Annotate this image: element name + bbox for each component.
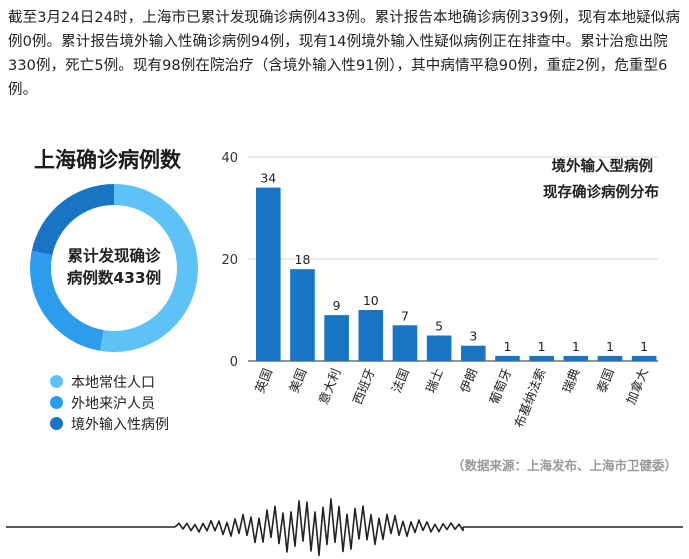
bar-value-label: 9 bbox=[333, 298, 341, 313]
bar bbox=[597, 355, 623, 361]
bar-value-label: 1 bbox=[606, 339, 614, 354]
bar bbox=[529, 355, 554, 361]
legend-label-local: 本地常住人口 bbox=[71, 374, 155, 391]
summary-paragraph: 截至3月24日24时，上海市已累计发现确诊病例433例。累计报告本地确诊病例33… bbox=[8, 10, 680, 98]
bar-chart-title-line1: 境外输入型病例 bbox=[552, 157, 654, 175]
x-tick-label: 布基纳法索 bbox=[511, 366, 548, 430]
donut-legend: 本地常住人口 外地来沪人员 境外输入性病例 bbox=[50, 371, 169, 434]
bar-value-label: 1 bbox=[503, 339, 511, 354]
bar bbox=[324, 315, 349, 361]
donut-chart-title: 上海确诊病例数 bbox=[34, 148, 181, 172]
bar bbox=[256, 187, 281, 361]
bar-value-label: 3 bbox=[469, 329, 477, 344]
legend-swatch-imported bbox=[50, 417, 63, 430]
bar bbox=[495, 355, 520, 361]
legend-label-imported: 境外输入性病例 bbox=[71, 416, 169, 433]
donut-chart bbox=[30, 184, 199, 352]
donut-slice-local bbox=[100, 184, 199, 352]
x-tick-label: 瑞典 bbox=[559, 366, 582, 395]
bar bbox=[290, 269, 315, 361]
legend-label-nonlocal: 外地来沪人员 bbox=[71, 395, 155, 412]
bar-chart-title-line2: 现存确诊病例分布 bbox=[543, 183, 659, 201]
bar-value-label: 1 bbox=[640, 339, 648, 354]
legend-item-nonlocal: 外地来沪人员 bbox=[50, 392, 169, 413]
x-tick-label: 葡萄牙 bbox=[486, 366, 514, 406]
bar-value-label: 18 bbox=[295, 252, 311, 267]
x-tick-label: 法国 bbox=[389, 366, 412, 395]
x-tick-label: 英国 bbox=[252, 366, 275, 395]
donut-center-label: 累计发现确诊 病例数433例 bbox=[54, 245, 174, 289]
y-tick-label: 40 bbox=[221, 151, 238, 166]
donut-center-line1: 累计发现确诊 bbox=[67, 247, 161, 265]
bar bbox=[358, 310, 384, 361]
bar bbox=[426, 335, 452, 361]
bar-value-label: 1 bbox=[538, 339, 546, 354]
bar-value-label: 5 bbox=[435, 319, 443, 334]
x-tick-label: 美国 bbox=[286, 366, 309, 395]
legend-swatch-local bbox=[50, 375, 63, 388]
bar bbox=[563, 355, 589, 361]
legend-swatch-nonlocal bbox=[50, 396, 63, 409]
sound-wave-divider bbox=[6, 498, 683, 557]
x-tick-label: 泰国 bbox=[594, 366, 617, 395]
bar bbox=[461, 345, 486, 361]
x-tick-label: 瑞士 bbox=[423, 366, 446, 395]
bar-value-label: 1 bbox=[572, 339, 580, 354]
bar bbox=[392, 325, 418, 361]
x-tick-label: 伊朗 bbox=[457, 366, 480, 395]
donut-slice-imported bbox=[31, 184, 115, 256]
donut-slice-nonlocal bbox=[30, 250, 104, 351]
sound-wave bbox=[174, 498, 464, 557]
y-tick-label: 20 bbox=[221, 253, 238, 268]
legend-item-imported: 境外输入性病例 bbox=[50, 413, 169, 434]
legend-item-local: 本地常住人口 bbox=[50, 371, 169, 392]
bar-value-label: 34 bbox=[260, 171, 276, 186]
x-tick-label: 加拿大 bbox=[623, 366, 651, 406]
bar-chart: 0204034英国18美国9意大利10西班牙7法国5瑞士3伊朗1葡萄牙1布基纳法… bbox=[221, 151, 659, 430]
bar-value-label: 7 bbox=[401, 308, 409, 323]
data-source-note: （数据来源：上海发布、上海市卫健委） bbox=[451, 458, 677, 473]
donut-center-line2: 病例数433例 bbox=[66, 269, 162, 287]
y-tick-label: 0 bbox=[230, 355, 238, 370]
bar bbox=[631, 355, 657, 361]
x-tick-label: 意大利 bbox=[316, 366, 344, 406]
x-tick-label: 西班牙 bbox=[350, 366, 378, 406]
bar-value-label: 10 bbox=[363, 293, 379, 308]
